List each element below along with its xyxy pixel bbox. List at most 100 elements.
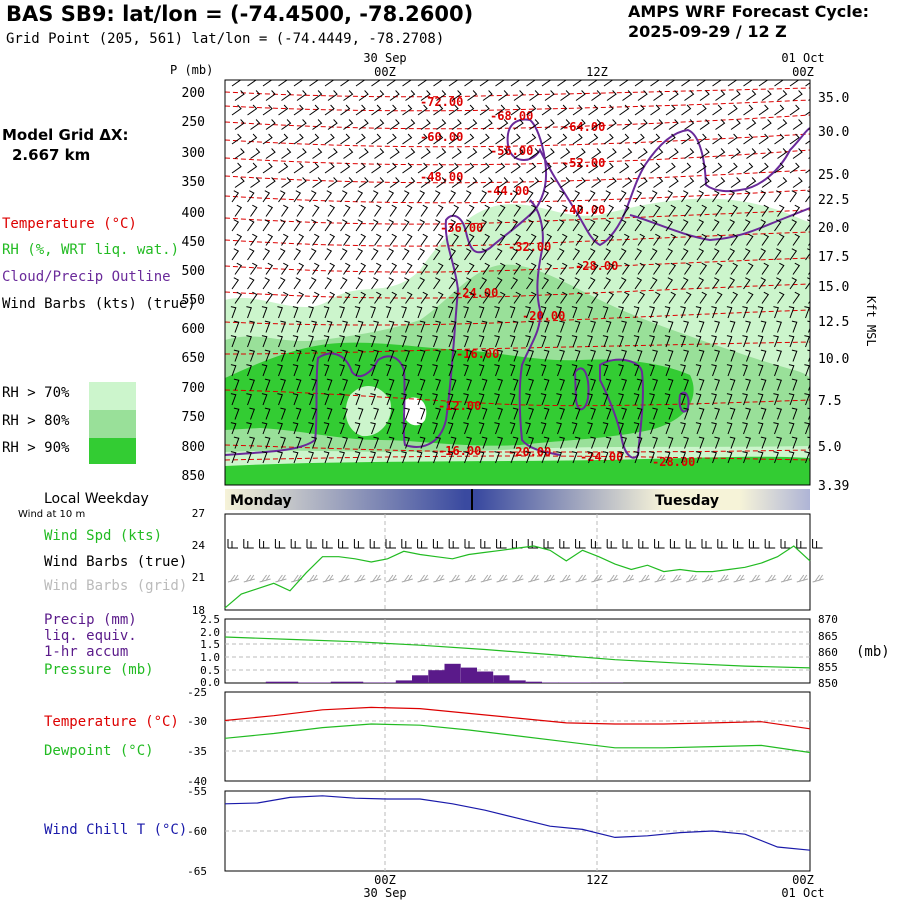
legend-rh: RH (%, WRT liq. wat.) — [2, 242, 180, 258]
wind-barb — [494, 422, 500, 435]
wind-barb — [696, 133, 707, 145]
wind-barb — [354, 422, 361, 435]
precip-bar — [558, 682, 575, 683]
wind-barb — [668, 233, 677, 246]
wind-barb — [726, 451, 733, 464]
wind-barb — [683, 349, 689, 362]
wind-barb — [681, 133, 692, 145]
wind-barb — [804, 451, 810, 464]
wind-barb — [512, 407, 519, 420]
wind-barb — [327, 291, 336, 304]
wind-barb — [650, 162, 661, 174]
surface-wind-barb — [274, 539, 286, 549]
wind-barb — [668, 291, 677, 304]
wind-barb — [417, 104, 428, 116]
wind-barb — [684, 90, 695, 101]
wind-barb — [575, 177, 586, 188]
wind-barb — [385, 335, 392, 348]
wind-barb — [715, 204, 723, 217]
wind-barb — [435, 436, 441, 449]
wind-barb — [355, 190, 364, 203]
wind-barb — [636, 320, 643, 333]
wind-barb — [386, 277, 395, 290]
top-date-label: 01 Oct — [781, 51, 824, 65]
wind-barb — [715, 119, 726, 130]
wind-barb — [342, 436, 348, 449]
wind-barb — [417, 277, 426, 290]
surface-wind-barb — [748, 539, 760, 549]
wind-barb — [278, 219, 286, 232]
wind-barb — [385, 422, 392, 435]
wind-barb — [327, 119, 338, 130]
surface-wind-barb — [369, 539, 381, 549]
legend-rh70: RH > 70% — [2, 385, 70, 401]
pressure-tick-label: 850 — [182, 469, 205, 484]
wind-barb — [323, 393, 330, 406]
precip-bar — [574, 682, 591, 683]
wind-barb — [374, 177, 385, 188]
wind-barb — [572, 219, 581, 232]
wind-barb — [653, 90, 664, 101]
height-tick-label: 35.0 — [818, 91, 849, 106]
surface-wind-barb-grid — [638, 574, 650, 583]
wind-barb — [571, 364, 578, 377]
wind-barb — [745, 407, 751, 420]
wind-barb — [602, 364, 609, 377]
wind-barb — [323, 422, 330, 435]
wind-barb — [540, 393, 547, 406]
precip-bars — [265, 663, 624, 683]
bottom-tick-label: 12Z — [586, 873, 608, 887]
wind-barb — [405, 262, 413, 275]
wind-barb — [761, 90, 772, 101]
wind-barb — [447, 451, 454, 464]
wind-barb — [528, 320, 534, 333]
wind-barb — [357, 378, 364, 391]
precip-bar — [363, 682, 380, 683]
surface-wind-barb-grid — [433, 574, 445, 583]
wind-barb — [447, 364, 454, 377]
wind-barb — [433, 133, 444, 145]
tick-label: 870 — [818, 613, 838, 626]
wind-barb — [386, 80, 397, 87]
wind-barb — [606, 177, 617, 188]
rh80-swatch — [89, 410, 136, 438]
pressure-tick-label: 250 — [182, 115, 205, 130]
tick-label: 2.0 — [200, 626, 220, 639]
wind-barb — [389, 204, 398, 217]
wind-barb — [792, 233, 801, 246]
wind-barb — [265, 148, 276, 159]
wind-barb — [745, 349, 751, 362]
wind-barbs-true-label: Wind Barbs (true) — [44, 554, 188, 570]
wind-barb — [292, 451, 299, 464]
tick-label: 24 — [192, 539, 206, 552]
wind-barb — [435, 407, 441, 420]
wind-barb — [726, 306, 733, 319]
wind-barb — [404, 407, 410, 420]
wind-barb — [401, 335, 407, 348]
wind-barb — [402, 133, 413, 145]
top-time-axis: 30 Sep 01 Oct 00Z 12Z 00Z — [363, 51, 824, 79]
wind-barb — [727, 162, 738, 174]
wind-barb — [478, 451, 485, 464]
wind-barb — [757, 451, 764, 464]
wind-barb — [278, 104, 289, 116]
wind-barb — [653, 233, 661, 246]
wind-barb — [557, 190, 565, 203]
wind-barb — [526, 80, 536, 87]
wind-barb — [602, 335, 609, 348]
wind-barb — [464, 277, 472, 290]
wind-barb — [791, 349, 798, 362]
surface-wind-barb-grid — [322, 574, 334, 583]
wind-barb — [664, 306, 671, 319]
top-tick-label: 12Z — [586, 65, 608, 79]
wind-barb — [324, 162, 335, 174]
wind-barb — [668, 204, 677, 217]
wind-barb — [792, 148, 803, 159]
wind-barb — [479, 133, 490, 145]
weekday-bar — [225, 489, 810, 510]
wind-barb — [402, 80, 412, 87]
height-tick-label: 20.0 — [818, 221, 849, 236]
wind-barb — [513, 262, 522, 275]
wind-barb — [340, 162, 351, 174]
wind-barb — [262, 190, 271, 203]
